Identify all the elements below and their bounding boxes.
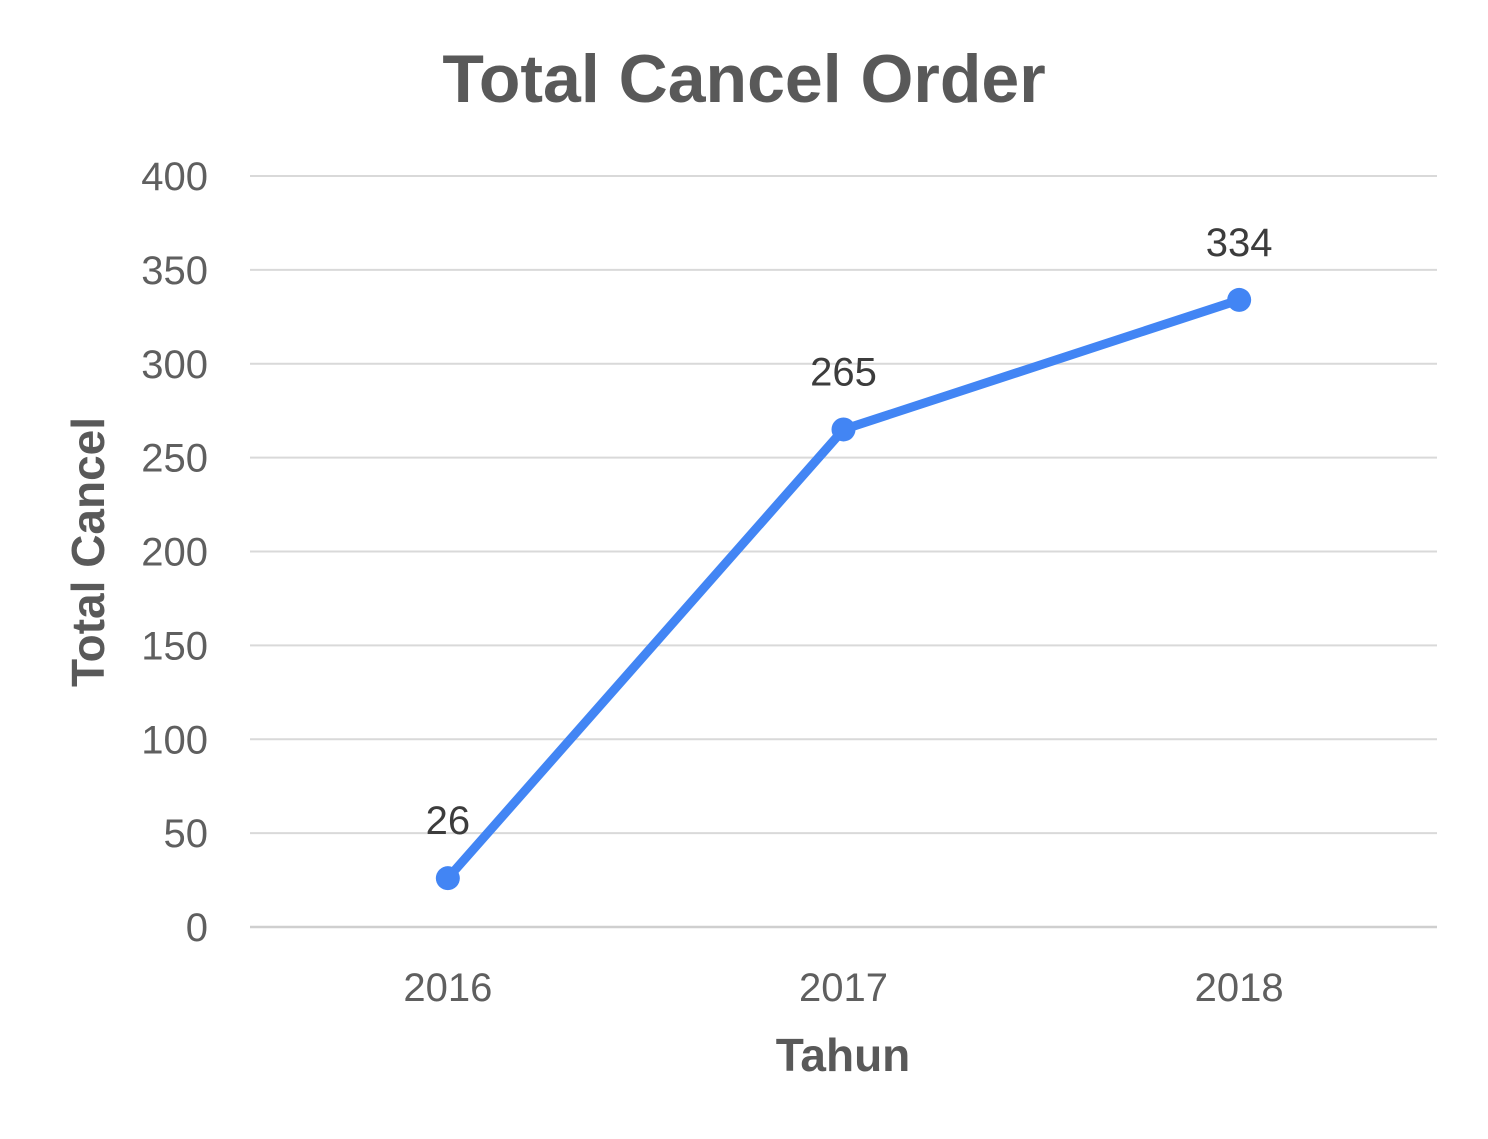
y-tick-label: 100	[141, 718, 208, 762]
series-line-group	[435, 287, 1252, 891]
y-tick-label: 300	[141, 343, 208, 387]
x-tick-label: 2018	[1195, 966, 1284, 1010]
y-tick-label: 0	[186, 906, 208, 950]
y-tick-label: 50	[164, 812, 209, 856]
gridlines	[250, 175, 1437, 929]
y-tick-label: 150	[141, 624, 208, 668]
x-axis-title: Tahun	[776, 1029, 911, 1081]
y-tick-label: 400	[141, 155, 208, 199]
data-label: 26	[426, 799, 471, 843]
chart-title: Total Cancel Order	[442, 41, 1045, 117]
data-point	[831, 417, 856, 442]
x-axis-tick-labels: 2016 2017 2018	[403, 966, 1283, 1010]
x-tick-label: 2016	[403, 966, 492, 1010]
data-point	[435, 866, 460, 891]
data-point	[1227, 287, 1252, 312]
y-tick-label: 200	[141, 531, 208, 575]
data-label: 265	[810, 350, 877, 394]
data-label: 334	[1206, 221, 1273, 265]
data-labels: 26 265 334	[426, 221, 1273, 843]
y-tick-label: 350	[141, 249, 208, 293]
y-axis-tick-labels: 0 50 100 150 200 250 300 350 400	[141, 155, 208, 950]
y-tick-label: 250	[141, 437, 208, 481]
y-axis-title: Total Cancel	[62, 417, 114, 687]
x-tick-label: 2017	[799, 966, 888, 1010]
